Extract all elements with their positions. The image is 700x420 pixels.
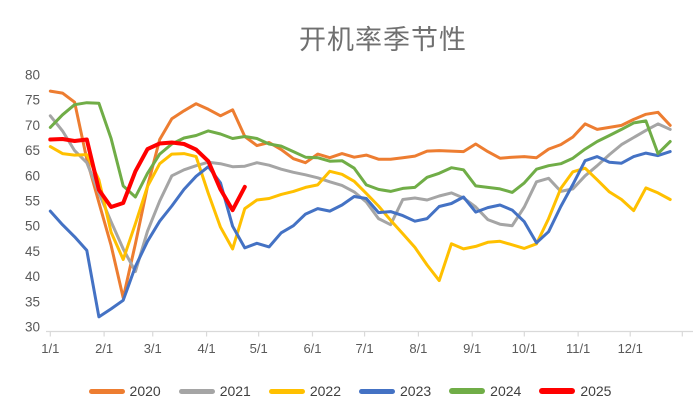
y-axis-label: 30 xyxy=(25,320,40,335)
x-axis-label: 9/1 xyxy=(463,341,481,356)
chart-legend: 2020 2021 2022 2023 2024 2025 xyxy=(0,383,700,399)
x-axis-label: 1/1 xyxy=(41,341,59,356)
legend-swatch-2021 xyxy=(178,388,215,394)
y-axis-label: 45 xyxy=(25,244,40,259)
y-axis-label: 50 xyxy=(25,219,40,234)
legend-label: 2024 xyxy=(490,383,522,399)
y-axis-label: 70 xyxy=(25,118,40,133)
legend-item-2022: 2022 xyxy=(268,383,341,399)
x-axis-label: 12/1 xyxy=(618,341,643,356)
chart-title: 开机率季节性 xyxy=(299,25,467,55)
x-axis-label: 11/1 xyxy=(566,341,590,356)
x-axis-label: 6/1 xyxy=(303,341,321,356)
series-line-2020 xyxy=(48,89,672,300)
x-axis-label: 3/1 xyxy=(144,341,162,356)
y-axis-label: 55 xyxy=(25,194,40,209)
y-axis-label: 75 xyxy=(25,93,40,108)
legend-swatch-2023 xyxy=(359,388,395,394)
y-axis-label: 35 xyxy=(25,294,40,309)
y-axis-label: 40 xyxy=(25,269,40,284)
x-axis-label: 5/1 xyxy=(250,341,268,356)
legend-item-2020: 2020 xyxy=(88,383,161,399)
series-line-2023 xyxy=(48,150,672,319)
legend-swatch-2025 xyxy=(539,388,576,394)
legend-label: 2023 xyxy=(400,383,432,399)
legend-label: 2025 xyxy=(580,383,612,399)
y-axis-label: 60 xyxy=(25,168,40,183)
series-line-2022 xyxy=(48,145,672,283)
x-axis-label: 4/1 xyxy=(198,341,216,356)
y-axis-label: 80 xyxy=(25,68,40,83)
x-axis-label: 7/1 xyxy=(356,341,374,356)
legend-item-2023: 2023 xyxy=(359,383,431,399)
x-axis-label: 8/1 xyxy=(409,341,427,356)
x-axis-label: 2/1 xyxy=(95,341,113,356)
legend-swatch-2024 xyxy=(449,388,486,394)
series-line-2024 xyxy=(48,101,672,199)
legend-item-2024: 2024 xyxy=(449,383,521,399)
legend-item-2021: 2021 xyxy=(178,383,251,399)
series-line-2025 xyxy=(48,137,247,213)
legend-label: 2020 xyxy=(129,383,161,399)
legend-swatch-2020 xyxy=(88,388,125,394)
legend-label: 2021 xyxy=(219,383,251,399)
legend-label: 2022 xyxy=(309,383,341,399)
x-axis-label: 10/1 xyxy=(512,341,537,356)
y-axis-label: 65 xyxy=(25,143,40,158)
legend-item-2025: 2025 xyxy=(539,383,611,399)
legend-swatch-2022 xyxy=(268,388,305,394)
